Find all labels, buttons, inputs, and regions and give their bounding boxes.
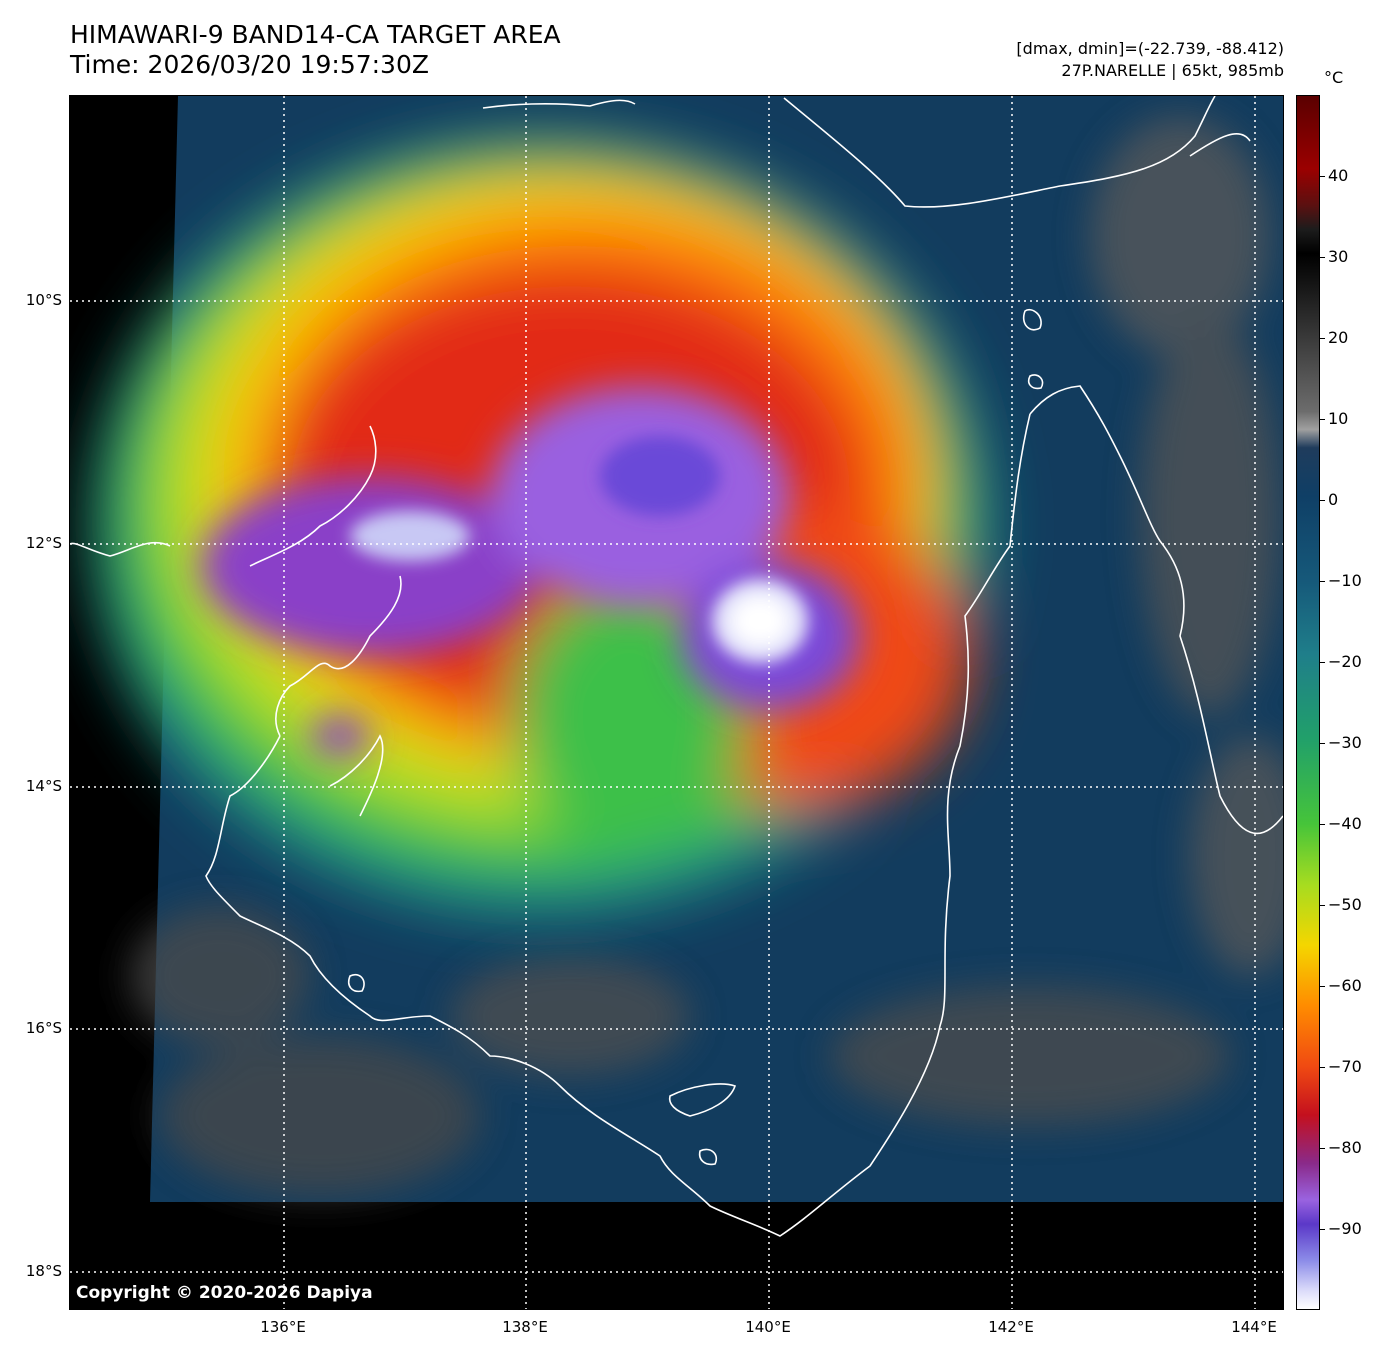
colorbar-tick-label: −40 (1328, 814, 1362, 833)
satellite-map[interactable]: Copyright © 2020-2026 Dapiya (69, 95, 1284, 1310)
lat-label-16s: 16°S (25, 1019, 62, 1037)
lon-label-144e: 144°E (1231, 1318, 1277, 1336)
colorbar-tick-mark (1320, 176, 1325, 177)
colorbar (1296, 95, 1320, 1310)
colorbar-tick-label: −60 (1328, 976, 1362, 995)
colorbar-tick-label: 20 (1328, 328, 1349, 347)
colorbar-tick-label: 30 (1328, 247, 1349, 266)
colorbar-unit: °C (1324, 68, 1344, 87)
lon-label-136e: 136°E (260, 1318, 306, 1336)
colorbar-tick-mark (1320, 419, 1325, 420)
lon-label-140e: 140°E (745, 1318, 791, 1336)
colorbar-tick-label: −50 (1328, 895, 1362, 914)
storm-info: [dmax, dmin]=(-22.739, -88.412) 27P.NARE… (1016, 38, 1284, 82)
lat-label-10s: 10°S (25, 291, 62, 309)
lat-label-14s: 14°S (25, 777, 62, 795)
colorbar-tick-mark (1320, 986, 1325, 987)
colorbar-tick-mark (1320, 581, 1325, 582)
lon-label-142e: 142°E (988, 1318, 1034, 1336)
colorbar-tick-mark (1320, 662, 1325, 663)
title-line-1: HIMAWARI-9 BAND14-CA TARGET AREA (70, 20, 561, 49)
colorbar-tick-label: 40 (1328, 166, 1349, 185)
copyright-notice: Copyright © 2020-2026 Dapiya (76, 1283, 373, 1303)
colorbar-tick-label: −90 (1328, 1219, 1362, 1238)
storm-name-intensity: 27P.NARELLE | 65kt, 985mb (1061, 61, 1284, 80)
satellite-imagery (70, 96, 1283, 1309)
lat-label-18s: 18°S (25, 1262, 62, 1280)
figure-title: HIMAWARI-9 BAND14-CA TARGET AREA Time: 2… (70, 20, 561, 80)
colorbar-tick-label: −10 (1328, 571, 1362, 590)
title-line-2: Time: 2026/03/20 19:57:30Z (70, 50, 429, 79)
colorbar-tick-mark (1320, 1229, 1325, 1230)
colorbar-tick-label: −30 (1328, 733, 1362, 752)
colorbar-tick-label: −20 (1328, 652, 1362, 671)
colorbar-tick-mark (1320, 1148, 1325, 1149)
colorbar-tick-label: 10 (1328, 409, 1349, 428)
data-range-text: [dmax, dmin]=(-22.739, -88.412) (1016, 39, 1284, 58)
colorbar-tick-mark (1320, 338, 1325, 339)
cold-cloud-tops (350, 436, 808, 663)
coastlines (70, 96, 1283, 1237)
colorbar-tick-mark (1320, 1067, 1325, 1068)
colorbar-tick-mark (1320, 500, 1325, 501)
colorbar-tick-mark (1320, 824, 1325, 825)
colorbar-tick-mark (1320, 257, 1325, 258)
colorbar-tick-label: −80 (1328, 1138, 1362, 1157)
colorbar-tick-label: 0 (1328, 490, 1339, 509)
colorbar-tick-label: −70 (1328, 1057, 1362, 1076)
gridlines (70, 96, 1283, 1309)
lon-label-138e: 138°E (502, 1318, 548, 1336)
colorbar-tick-mark (1320, 743, 1325, 744)
colorbar-tick-mark (1320, 905, 1325, 906)
lat-label-12s: 12°S (25, 534, 62, 552)
